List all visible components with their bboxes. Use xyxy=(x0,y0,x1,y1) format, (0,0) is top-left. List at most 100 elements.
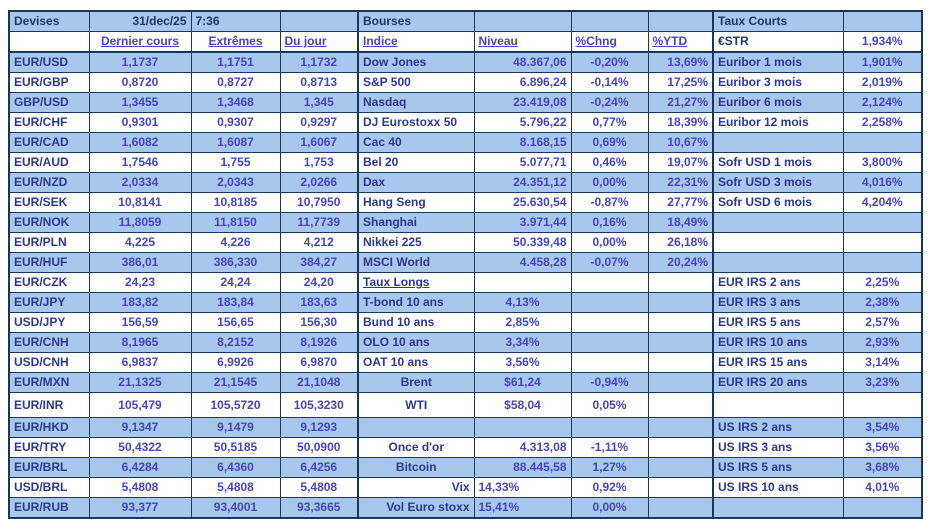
cell-niveau[interactable]: Niveau xyxy=(473,31,572,53)
cell-extremes[interactable]: 93,4001 xyxy=(190,497,281,519)
cell-row-label[interactable]: EUR/GBP xyxy=(8,72,90,93)
cell-rate-value[interactable]: 1,901% xyxy=(842,51,923,73)
cell-dernier-cours[interactable]: 156,59 xyxy=(88,312,192,333)
cell-rate-label[interactable]: Sofr USD 1 mois xyxy=(712,152,844,173)
cell-dernier-cours[interactable]: 4,225 xyxy=(88,232,192,253)
cell-extremes[interactable]: 0,9307 xyxy=(190,112,281,133)
cell-rate-value[interactable]: 3,56% xyxy=(842,437,923,458)
cell-rate-value[interactable]: 4,01% xyxy=(842,477,923,498)
cell-indice[interactable]: Taux Longs xyxy=(357,272,475,293)
cell-pct-ytd[interactable]: 20,24% xyxy=(647,252,714,273)
cell-rate-label[interactable]: €STR xyxy=(712,31,844,53)
cell-dernier-cours[interactable]: 1,7546 xyxy=(88,152,192,173)
cell-rate-label[interactable]: US IRS 5 ans xyxy=(712,457,844,478)
cell-pct-chng[interactable]: 0,05% xyxy=(570,392,649,418)
cell-row-label[interactable]: EUR/CNH xyxy=(8,332,90,353)
cell-du-jour[interactable]: 8,1926 xyxy=(279,332,359,353)
cell-extremes[interactable]: 9,1479 xyxy=(190,417,281,438)
cell-niveau[interactable]: 24.351,12 xyxy=(473,172,572,193)
cell-pct-chng[interactable]: 0,92% xyxy=(570,477,649,498)
cell-dernier-cours[interactable]: 8,1965 xyxy=(88,332,192,353)
cell-rate-label[interactable]: EUR IRS 5 ans xyxy=(712,312,844,333)
cell-pct-chng[interactable]: 0,77% xyxy=(570,112,649,133)
cell-du-jour[interactable]: 24,20 xyxy=(279,272,359,293)
cell-extremes[interactable]: 4,226 xyxy=(190,232,281,253)
cell-indice[interactable]: OLO 10 ans xyxy=(357,332,475,353)
cell-row-label[interactable]: EUR/AUD xyxy=(8,152,90,173)
cell-niveau[interactable]: 14,33% xyxy=(473,477,572,498)
cell-rate-label[interactable]: Euribor 6 mois xyxy=(712,92,844,113)
cell-indice[interactable]: Brent xyxy=(357,372,475,393)
cell-extremes[interactable]: 10,8185 xyxy=(190,192,281,213)
cell-row-label[interactable]: GBP/USD xyxy=(8,92,90,113)
cell-du-jour[interactable]: 1,345 xyxy=(279,92,359,113)
cell-rate-label[interactable]: Sofr USD 6 mois xyxy=(712,192,844,213)
cell-rate-label[interactable]: EUR IRS 10 ans xyxy=(712,332,844,353)
cell-indice[interactable]: Cac 40 xyxy=(357,132,475,153)
cell-niveau[interactable]: 4,13% xyxy=(473,292,572,313)
cell-rate-value[interactable]: 3,54% xyxy=(842,417,923,438)
cell-indice[interactable]: OAT 10 ans xyxy=(357,352,475,373)
cell-rate-label[interactable]: EUR IRS 15 ans xyxy=(712,352,844,373)
cell-indice[interactable]: Bund 10 ans xyxy=(357,312,475,333)
cell-du-jour[interactable]: 50,0900 xyxy=(279,437,359,458)
cell-rate-label[interactable]: EUR IRS 3 ans xyxy=(712,292,844,313)
cell-extremes[interactable]: 24,24 xyxy=(190,272,281,293)
cell-pct-ytd[interactable]: 18,39% xyxy=(647,112,714,133)
cell-row-label[interactable]: EUR/CAD xyxy=(8,132,90,153)
cell-du-jour[interactable]: 0,8713 xyxy=(279,72,359,93)
cell-du-jour[interactable]: 1,1732 xyxy=(279,51,359,73)
cell-du-jour[interactable]: 21,1048 xyxy=(279,372,359,393)
cell-row-label[interactable]: USD/JPY xyxy=(8,312,90,333)
cell-indice[interactable]: Hang Seng xyxy=(357,192,475,213)
cell-pct-chng[interactable]: 0,00% xyxy=(570,497,649,519)
cell-pct-chng[interactable]: %Chng xyxy=(570,31,649,53)
cell-row-label[interactable]: EUR/HUF xyxy=(8,252,90,273)
cell-extremes[interactable]: 5,4808 xyxy=(190,477,281,498)
cell-rate-value[interactable]: 2,93% xyxy=(842,332,923,353)
cell-rate-value[interactable]: 1,934% xyxy=(842,31,923,53)
cell-rate-label[interactable]: Euribor 3 mois xyxy=(712,72,844,93)
cell-indice[interactable]: Dax xyxy=(357,172,475,193)
cell-du-jour[interactable]: 2,0266 xyxy=(279,172,359,193)
cell-indice[interactable]: Nasdaq xyxy=(357,92,475,113)
cell-niveau[interactable]: $61,24 xyxy=(473,372,572,393)
cell-du-jour[interactable]: 9,1293 xyxy=(279,417,359,438)
cell-indice[interactable]: Once d'or xyxy=(357,437,475,458)
cell-row-label[interactable]: EUR/JPY xyxy=(8,292,90,313)
cell-extremes[interactable]: 7:36 xyxy=(190,10,281,32)
cell-pct-chng[interactable]: 0,46% xyxy=(570,152,649,173)
cell-row-label[interactable]: EUR/INR xyxy=(8,392,90,418)
cell-dernier-cours[interactable]: 1,1737 xyxy=(88,51,192,73)
cell-dernier-cours[interactable]: 6,9837 xyxy=(88,352,192,373)
cell-du-jour[interactable]: 105,3230 xyxy=(279,392,359,418)
cell-row-label[interactable]: EUR/HKD xyxy=(8,417,90,438)
cell-extremes[interactable]: 105,5720 xyxy=(190,392,281,418)
cell-pct-ytd[interactable]: 27,77% xyxy=(647,192,714,213)
cell-indice[interactable]: Vol Euro stoxx xyxy=(357,497,475,519)
cell-rate-value[interactable]: 3,23% xyxy=(842,372,923,393)
cell-dernier-cours[interactable]: 1,3455 xyxy=(88,92,192,113)
cell-dernier-cours[interactable]: 6,4284 xyxy=(88,457,192,478)
cell-niveau[interactable]: $58,04 xyxy=(473,392,572,418)
cell-niveau[interactable]: 4.458,28 xyxy=(473,252,572,273)
cell-pct-ytd[interactable]: 26,18% xyxy=(647,232,714,253)
cell-extremes[interactable]: 6,4360 xyxy=(190,457,281,478)
cell-row-label[interactable]: EUR/USD xyxy=(8,51,90,73)
cell-niveau[interactable]: 4.313,08 xyxy=(473,437,572,458)
cell-extremes[interactable]: 1,6087 xyxy=(190,132,281,153)
cell-indice[interactable]: DJ Eurostoxx 50 xyxy=(357,112,475,133)
cell-niveau[interactable]: 8.168,15 xyxy=(473,132,572,153)
cell-rate-label[interactable]: Taux Courts xyxy=(712,10,844,32)
cell-rate-label[interactable]: Euribor 1 mois xyxy=(712,51,844,73)
cell-du-jour[interactable]: 0,9297 xyxy=(279,112,359,133)
cell-rate-label[interactable]: Sofr USD 3 mois xyxy=(712,172,844,193)
cell-indice[interactable]: Shanghai xyxy=(357,212,475,233)
cell-rate-value[interactable]: 3,14% xyxy=(842,352,923,373)
cell-extremes[interactable]: 0,8727 xyxy=(190,72,281,93)
cell-row-label[interactable]: USD/BRL xyxy=(8,477,90,498)
cell-extremes[interactable]: 1,1751 xyxy=(190,51,281,73)
cell-indice[interactable]: Indice xyxy=(357,31,475,53)
cell-rate-value[interactable]: 2,25% xyxy=(842,272,923,293)
cell-indice[interactable]: MSCI World xyxy=(357,252,475,273)
